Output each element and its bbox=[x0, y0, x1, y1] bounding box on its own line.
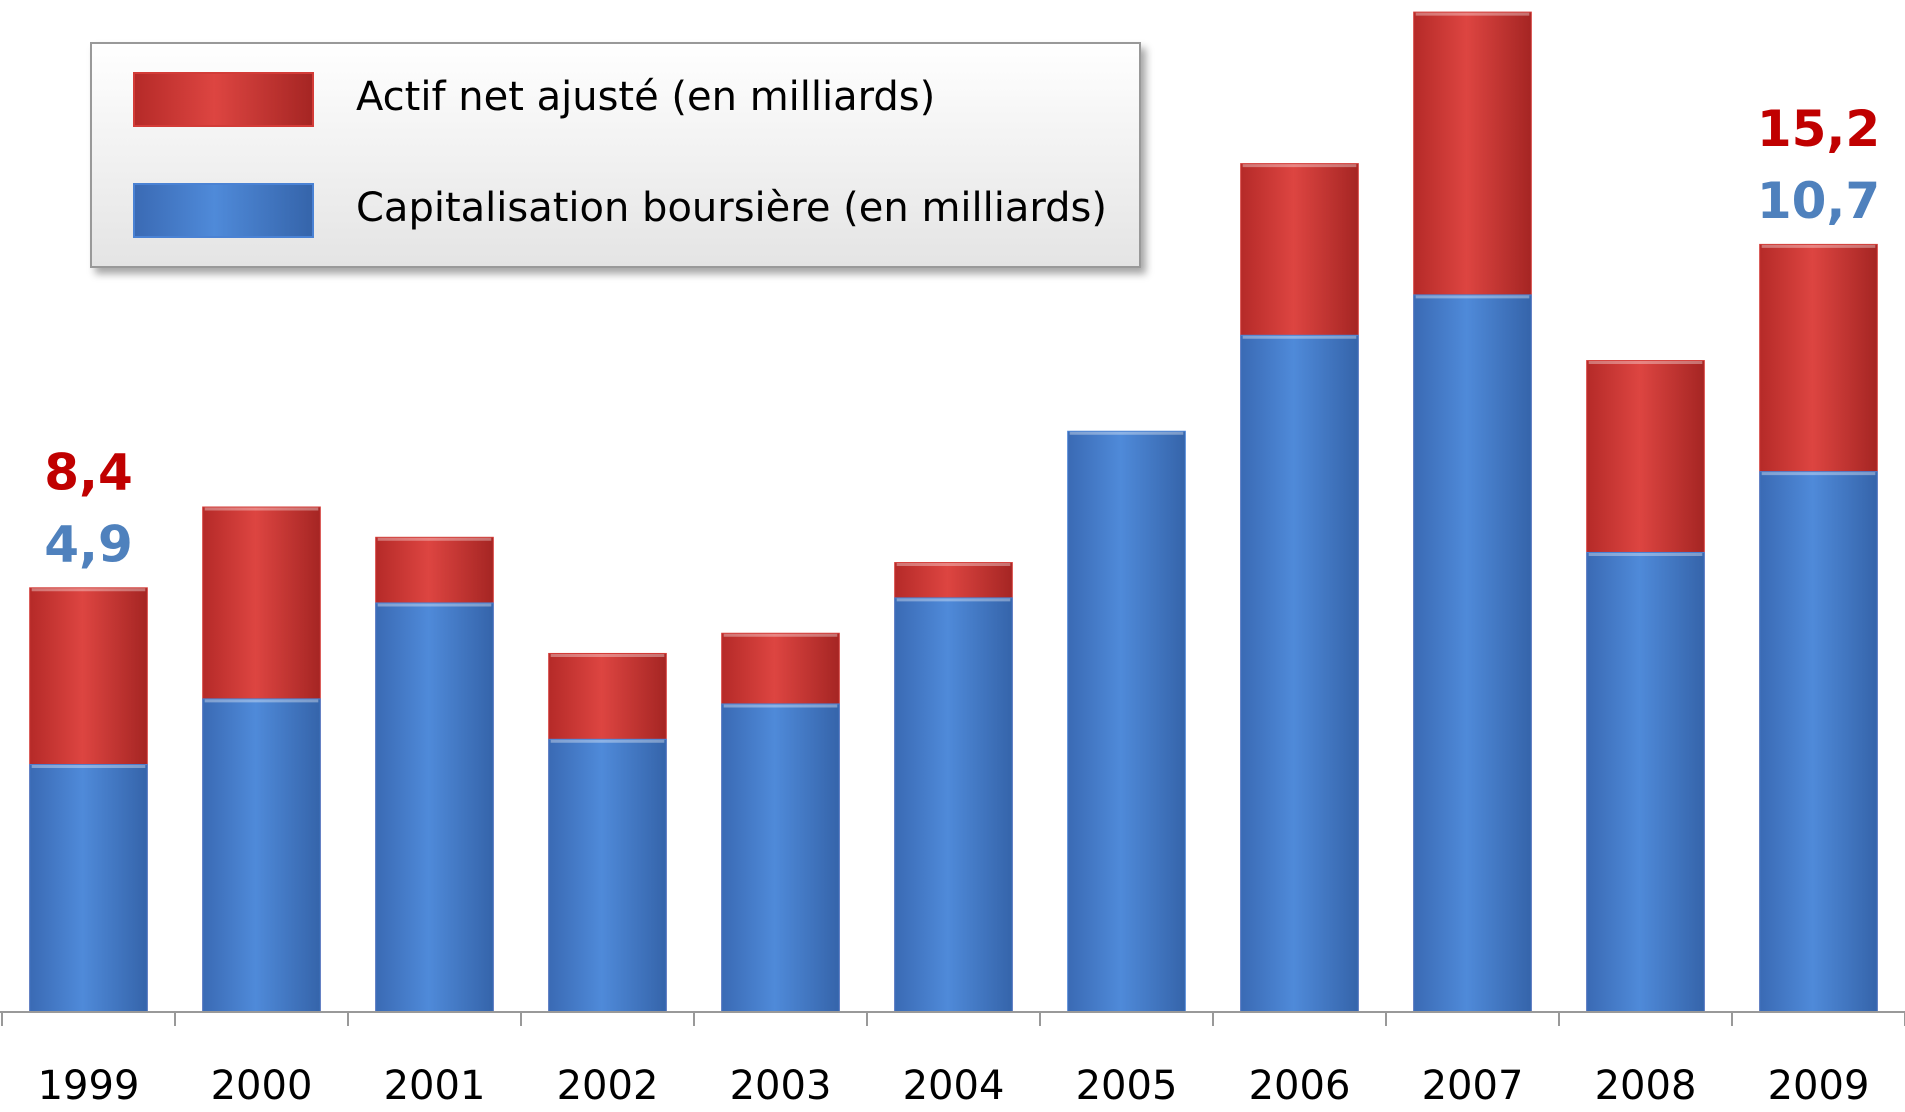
bar bbox=[1413, 294, 1532, 1013]
bar bbox=[29, 764, 148, 1013]
data-label: 10,7 bbox=[1757, 172, 1880, 230]
legend-swatch bbox=[133, 72, 314, 127]
bar bbox=[894, 597, 1013, 1013]
legend-label: Capitalisation boursière (en milliards) bbox=[356, 185, 1107, 231]
x-tick-label: 2003 bbox=[730, 1063, 832, 1109]
data-label: 4,9 bbox=[44, 515, 133, 573]
legend-swatch bbox=[133, 183, 314, 238]
bar bbox=[1067, 430, 1186, 1013]
x-tick-label: 2004 bbox=[903, 1063, 1005, 1109]
x-tick-label: 2009 bbox=[1768, 1063, 1870, 1109]
x-tick-label: 2005 bbox=[1076, 1063, 1178, 1109]
data-label: 15,2 bbox=[1757, 100, 1880, 158]
bar bbox=[1759, 471, 1878, 1013]
bar bbox=[1586, 551, 1705, 1013]
bars bbox=[29, 11, 1878, 1013]
x-tick-label: 2000 bbox=[211, 1063, 313, 1109]
bar bbox=[548, 738, 667, 1013]
bar bbox=[375, 602, 494, 1013]
bar bbox=[721, 703, 840, 1013]
x-tick-label: 2002 bbox=[557, 1063, 659, 1109]
x-tick-label: 2007 bbox=[1422, 1063, 1524, 1109]
bar bbox=[202, 698, 321, 1013]
x-tick-label: 2006 bbox=[1249, 1063, 1351, 1109]
x-tick-label: 2008 bbox=[1595, 1063, 1697, 1109]
x-tick-label: 1999 bbox=[38, 1063, 140, 1109]
bar bbox=[1240, 334, 1359, 1013]
data-label: 8,4 bbox=[44, 443, 133, 501]
x-tick-label: 2001 bbox=[384, 1063, 486, 1109]
legend-label: Actif net ajusté (en milliards) bbox=[356, 74, 935, 120]
legend: Actif net ajusté (en milliards) Capitalis… bbox=[90, 42, 1141, 268]
